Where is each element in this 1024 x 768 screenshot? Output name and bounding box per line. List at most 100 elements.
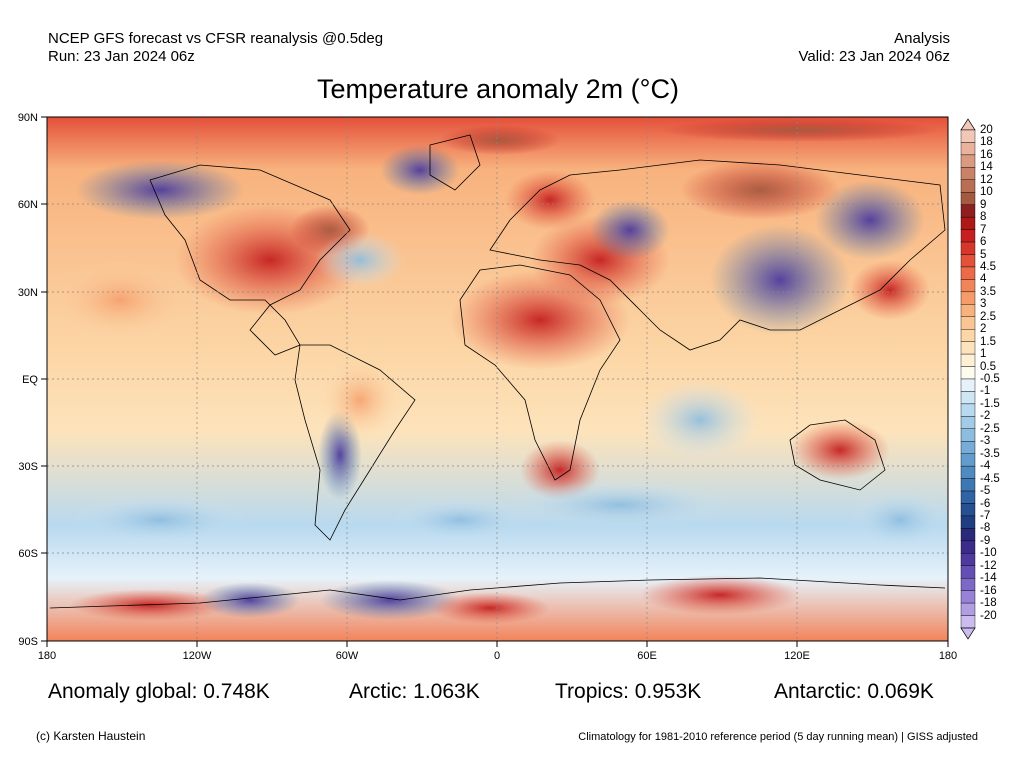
latitude-axis: 90N 60N 30N EQ 30S 60S 90S: [18, 112, 47, 648]
colorbar-label: -4: [980, 460, 991, 473]
colorbar-label: 1: [980, 348, 987, 361]
colorbar-swatch: [960, 441, 976, 454]
colorbar-label: 3: [980, 298, 987, 311]
colorbar-swatch: [960, 615, 976, 629]
colorbar-label: 20: [980, 124, 993, 136]
lon-label-120w: 120W: [183, 650, 212, 662]
lat-label-30n: 30N: [18, 287, 38, 299]
colorbar-swatch: [960, 179, 976, 193]
coastlines: [49, 134, 946, 609]
lon-label-60e: 60E: [637, 650, 657, 662]
analysis-label: Analysis: [894, 30, 950, 47]
lon-label-120e: 120E: [784, 650, 810, 662]
colorbar-label: -10: [980, 547, 997, 560]
colorbar-swatch: [960, 167, 976, 181]
colorbar-label: 16: [980, 148, 993, 161]
colorbar-label: 1.5: [980, 335, 996, 348]
colorbar: [960, 118, 976, 640]
colorbar-swatch: [960, 528, 976, 542]
stat-arctic: Arctic: 1.063K: [349, 680, 480, 703]
colorbar-swatch: [960, 478, 976, 492]
colorbar-swatch: [960, 204, 976, 218]
lat-label-60s: 60S: [18, 548, 38, 560]
colorbar-label: -8: [980, 522, 991, 535]
colorbar-bottom-arrow: [960, 627, 976, 640]
colorbar-label: -9: [980, 534, 991, 547]
colorbar-swatch: [960, 279, 976, 293]
colorbar-label: 8: [980, 211, 987, 224]
colorbar-swatch: [960, 490, 976, 504]
longitude-axis: 180 120W 60W 0 60E 120E 180: [38, 641, 957, 662]
colorbar-swatch: [960, 453, 976, 467]
colorbar-swatch: [960, 565, 976, 579]
colorbar-swatch: [960, 254, 976, 268]
colorbar-swatch: [960, 154, 976, 168]
colorbar-label: 0.5: [980, 360, 996, 373]
graticule: [47, 117, 948, 641]
model-description: NCEP GFS forecast vs CFSR reanalysis @0.…: [48, 30, 384, 47]
colorbar-swatch: [960, 428, 976, 442]
colorbar-swatch: [960, 316, 976, 330]
colorbar-label: 4: [980, 273, 987, 286]
colorbar-swatch: [960, 540, 976, 554]
colorbar-swatch: [960, 590, 976, 604]
colorbar-label: 2: [980, 323, 987, 336]
colorbar-label: 18: [980, 136, 993, 149]
colorbar-label: -1.5: [980, 397, 1000, 410]
colorbar-swatch: [960, 142, 976, 156]
colorbar-label: -0.5: [980, 373, 1000, 385]
colorbar-label: -4.5: [980, 472, 1000, 485]
map-title: Temperature anomaly 2m (°C): [317, 74, 679, 104]
colorbar-swatch: [960, 266, 976, 280]
colorbar-label: 14: [980, 161, 993, 174]
colorbar-swatch: [960, 129, 976, 143]
colorbar-swatch: [960, 229, 976, 243]
colorbar-label: 6: [980, 236, 987, 249]
colorbar-swatch: [960, 366, 976, 380]
colorbar-label: 9: [980, 198, 987, 211]
lon-label-180e: 180: [939, 650, 957, 662]
colorbar-swatch: [960, 304, 976, 317]
colorbar-swatch: [960, 341, 976, 355]
colorbar-label: -20: [980, 609, 997, 622]
colorbar-swatch: [960, 192, 976, 205]
colorbar-label: 5: [980, 248, 987, 261]
colorbar-label: -2: [980, 410, 991, 423]
colorbar-label: -5: [980, 485, 991, 498]
colorbar-label: -12: [980, 559, 997, 572]
colorbar-label: -3.5: [980, 447, 1000, 460]
footer-note: Climatology for 1981-2010 reference peri…: [578, 731, 978, 743]
lon-label-60w: 60W: [336, 650, 359, 662]
colorbar-swatch: [960, 416, 976, 430]
lat-label-30s: 30S: [18, 461, 38, 473]
colorbar-label: -18: [980, 597, 997, 610]
stat-anomaly-global: Anomaly global: 0.748K: [48, 680, 270, 703]
header-right: Analysis Valid: 23 Jan 2024 06z: [798, 30, 950, 66]
colorbar-label: -2.5: [980, 422, 1000, 435]
colorbar-label: -6: [980, 497, 991, 510]
colorbar-label: -16: [980, 584, 997, 597]
colorbar-swatch: [960, 353, 976, 367]
colorbar-label: 2.5: [980, 310, 996, 323]
colorbar-swatch: [960, 378, 976, 392]
lon-label-180w: 180: [38, 650, 56, 662]
colorbar-top-arrow: [960, 118, 976, 131]
stat-tropics: Tropics: 0.953K: [555, 680, 702, 703]
colorbar-swatch: [960, 553, 976, 566]
lat-label-90n: 90N: [18, 112, 38, 124]
colorbar-label: 10: [980, 186, 993, 199]
colorbar-swatch: [960, 329, 976, 342]
colorbar-label: 3.5: [980, 285, 996, 298]
colorbar-label: 4.5: [980, 260, 996, 273]
colorbar-swatch: [960, 465, 976, 479]
colorbar-label: -3: [980, 435, 991, 448]
valid-time: Valid: 23 Jan 2024 06z: [798, 48, 950, 65]
colorbar-swatch: [960, 503, 976, 517]
colorbar-swatch: [960, 602, 976, 616]
footer-credit: (c) Karsten Haustein: [36, 729, 146, 743]
stat-antarctic: Antarctic: 0.069K: [774, 680, 934, 703]
colorbar-swatch: [960, 291, 976, 305]
header-left: NCEP GFS forecast vs CFSR reanalysis @0.…: [48, 30, 383, 66]
colorbar-swatch: [960, 241, 976, 255]
